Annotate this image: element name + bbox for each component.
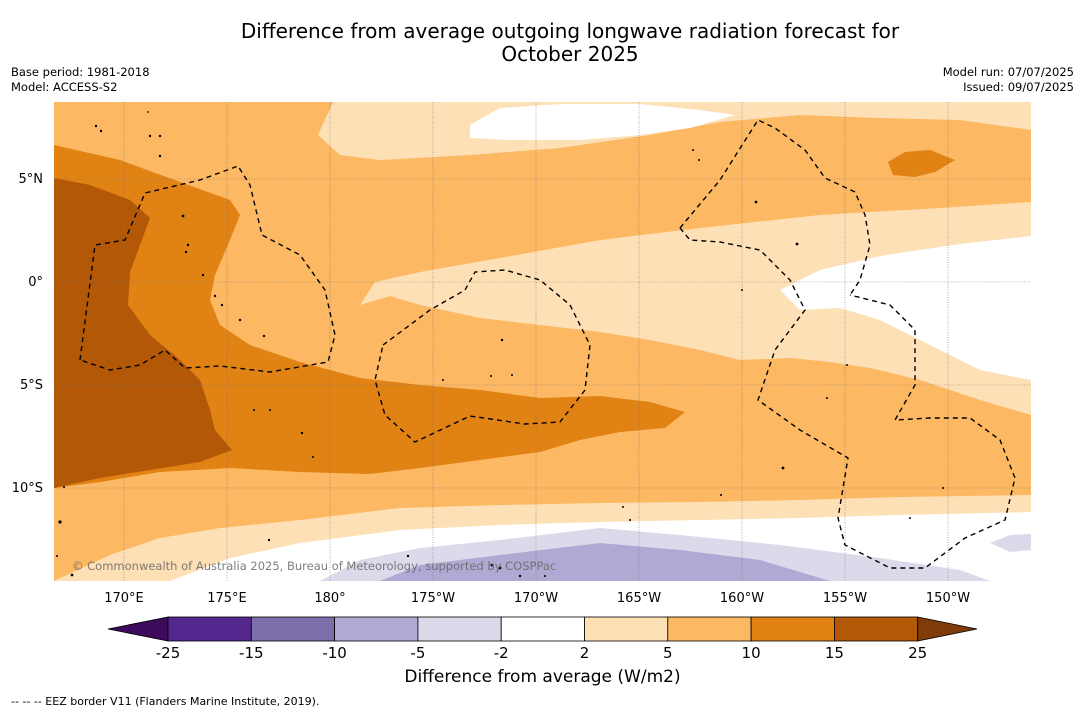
- colorbar-extend-high: [917, 616, 978, 642]
- lon-label: 170°E: [104, 591, 144, 606]
- model-run: Model run: 07/07/2025: [942, 65, 1074, 79]
- colorbar-swatch: [250, 616, 336, 642]
- lon-label: 165°W: [617, 591, 661, 606]
- colorbar-swatch: [834, 616, 919, 642]
- band-neg-10-5: [380, 543, 830, 581]
- colorbar-ticks: -25 -15 -10 -5 -2 2 5 10 15 25: [156, 644, 927, 662]
- colorbar-swatch: [500, 616, 585, 642]
- latitude-labels: 5°N 0° 5°S 10°S: [12, 172, 43, 496]
- colorbar-swatch: [167, 616, 252, 642]
- colorbar-tick: -5: [410, 644, 425, 662]
- longitude-labels: 170°E 175°E 180° 175°W 170°W 165°W 160°W…: [104, 591, 970, 606]
- colorbar-swatch: [334, 616, 419, 642]
- islands: [56, 111, 944, 578]
- colorbar-label: Difference from average (W/m2): [404, 667, 681, 687]
- eez-legend-note: -- -- -- EEZ border V11 (Flanders Marine…: [11, 695, 320, 708]
- lon-label: 155°W: [823, 591, 867, 606]
- lon-label: 175°W: [411, 591, 455, 606]
- colorbar-tick: 2: [580, 644, 590, 662]
- band-2-5-middle: [360, 202, 1031, 415]
- lon-label: 160°W: [720, 591, 764, 606]
- lat-label: 5°N: [19, 172, 44, 187]
- colorbar-extend-low: [107, 616, 169, 642]
- band-10-15-west: [54, 145, 685, 488]
- band-neutral-middle: [780, 236, 1031, 380]
- title-line-1: Difference from average outgoing longwav…: [240, 19, 900, 43]
- base-period: Base period: 1981-2018: [11, 65, 150, 79]
- lat-label: 0°: [28, 275, 43, 290]
- colorbar-tick: -2: [494, 644, 509, 662]
- eez-borders: [79, 119, 1016, 569]
- lon-label: 150°W: [926, 591, 970, 606]
- colorbar-tick: -25: [156, 644, 181, 662]
- colorbar: [107, 616, 978, 642]
- model-info: Base period: 1981-2018 Model: ACCESS-S2: [11, 65, 150, 95]
- anomaly-field: © Commonwealth of Australia 2025, Bureau…: [54, 102, 1031, 581]
- colorbar-swatch: [417, 616, 502, 642]
- title-line-2: October 2025: [501, 42, 639, 66]
- colorbar-tick: 25: [908, 644, 927, 662]
- band-neg-5-2-east: [990, 534, 1031, 552]
- colorbar-swatch: [750, 616, 835, 642]
- colorbar-tick: 5: [663, 644, 673, 662]
- lon-label: 170°W: [514, 591, 558, 606]
- lon-label: 180°: [314, 591, 345, 606]
- colorbar-tick: 10: [742, 644, 761, 662]
- colorbar-swatch: [667, 616, 752, 642]
- band-15-25-west: [54, 178, 232, 488]
- band-10-15-east: [888, 150, 955, 177]
- chart-title: Difference from average outgoing longwav…: [0, 20, 1085, 66]
- colorbar-tick: 15: [825, 644, 844, 662]
- lat-label: 5°S: [20, 378, 43, 393]
- run-info: Model run: 07/07/2025 Issued: 09/07/2025: [943, 65, 1074, 95]
- lon-label: 175°E: [207, 591, 247, 606]
- lat-label: 10°S: [12, 481, 43, 496]
- colorbar-swatch: [584, 616, 669, 642]
- colorbar-tick: -15: [239, 644, 264, 662]
- issued-date: Issued: 09/07/2025: [963, 80, 1074, 94]
- colorbar-tick: -10: [322, 644, 347, 662]
- copyright-notice: © Commonwealth of Australia 2025, Bureau…: [72, 559, 556, 573]
- model-name: Model: ACCESS-S2: [11, 80, 118, 94]
